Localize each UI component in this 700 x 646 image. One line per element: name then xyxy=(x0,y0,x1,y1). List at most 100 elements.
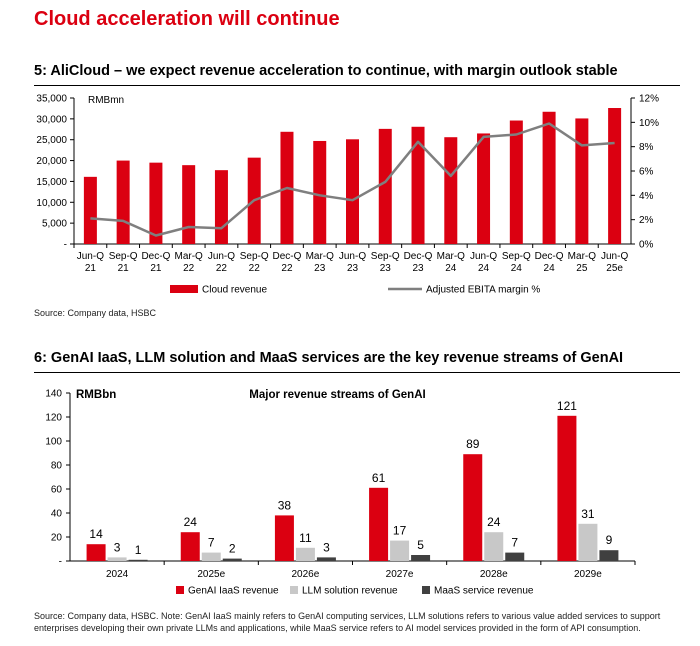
chart2-x-tick-label: 2028e xyxy=(480,569,508,580)
chart1-x-tick-label-year: 21 xyxy=(118,263,130,274)
chart1-x-tick-label: Dec-Q xyxy=(535,251,564,262)
chart1-legend-revenue: Cloud revenue xyxy=(202,285,267,296)
chart1-right-tick-label: 2% xyxy=(639,215,654,226)
chart1-x-tick-label: Jun-Q xyxy=(470,251,497,262)
chart2-y-tick-label: - xyxy=(59,557,62,568)
chart2-bar-iaas xyxy=(274,515,294,561)
chart1-revenue-bar xyxy=(608,108,622,244)
chart2-data-label: 11 xyxy=(299,531,312,545)
chart2-data-label: 24 xyxy=(487,515,501,529)
chart2-bar-maas xyxy=(505,552,525,561)
chart1-x-tick-label: Mar-Q xyxy=(437,251,466,262)
chart2-bar-maas xyxy=(222,558,242,561)
chart1-right-tick-label: 0% xyxy=(639,240,654,251)
chart2-legend-maas: MaaS service revenue xyxy=(434,586,534,597)
chart2-data-label: 1 xyxy=(135,543,142,557)
chart1-legend-swatch-revenue xyxy=(170,285,198,293)
chart1-x-tick-label-year: 23 xyxy=(347,263,359,274)
chart2-bar-llm xyxy=(578,523,598,561)
chart2-bar-llm xyxy=(201,552,221,561)
chart1-x-tick-label: Sep-Q xyxy=(109,251,138,262)
chart1-x-tick-label-year: 22 xyxy=(183,263,195,274)
chart2-data-label: 89 xyxy=(466,437,480,451)
chart1-right-tick-label: 8% xyxy=(639,142,654,153)
chart1-divider xyxy=(34,85,680,86)
chart1-x-tick-label-year: 22 xyxy=(281,263,293,274)
chart1-x-tick-label-year: 24 xyxy=(445,263,457,274)
chart1-x-tick-label-year: 23 xyxy=(314,263,326,274)
chart2-legend-swatch-iaas xyxy=(176,586,184,594)
chart1-left-tick-label: 30,000 xyxy=(36,114,67,125)
chart2-bar-maas xyxy=(128,559,148,561)
chart1-source: Source: Company data, HSBC xyxy=(34,308,157,318)
chart2-y-tick-label: 80 xyxy=(51,461,63,472)
chart2-data-label: 31 xyxy=(581,507,595,521)
chart2-data-label: 5 xyxy=(417,538,424,552)
chart1-x-tick-label: Jun-Q xyxy=(339,251,366,262)
chart1-revenue-bar xyxy=(575,118,589,244)
chart2-source: Source: Company data, HSBC. Note: GenAI … xyxy=(34,611,661,633)
chart1-x-tick-label: Sep-Q xyxy=(502,251,531,262)
chart2-data-label: 3 xyxy=(114,540,121,554)
chart2-data-label: 7 xyxy=(511,536,518,550)
chart1-x-tick-label: Mar-Q xyxy=(568,251,597,262)
chart1-revenue-bar xyxy=(509,120,523,244)
chart1-revenue-bar xyxy=(83,176,97,244)
chart2-data-label: 17 xyxy=(393,524,407,538)
chart2-bar-llm xyxy=(484,532,504,561)
chart1-x-tick-label: Dec-Q xyxy=(141,251,170,262)
chart2-y-tick-label: 40 xyxy=(51,509,63,520)
chart2-data-label: 38 xyxy=(278,498,292,512)
chart1-left-tick-label: 5,000 xyxy=(42,219,67,230)
chart1-revenue-bar xyxy=(182,165,196,244)
chart1-x-tick-label-year: 22 xyxy=(249,263,261,274)
chart1-legend-margin: Adjusted EBITA margin % xyxy=(426,285,540,296)
chart1-x-tick-label-year: 21 xyxy=(85,263,97,274)
chart2-heading: 6: GenAI IaaS, LLM solution and MaaS ser… xyxy=(34,350,624,366)
chart1-heading: 5: AliCloud – we expect revenue accelera… xyxy=(34,63,618,79)
chart2-y-tick-label: 60 xyxy=(51,485,63,496)
chart1-revenue-bar xyxy=(444,137,458,244)
chart1-x-tick-label-year: 21 xyxy=(150,263,162,274)
chart2-bar-maas xyxy=(599,550,619,561)
chart1-revenue-bar xyxy=(477,133,491,244)
chart2-bar-llm xyxy=(107,557,127,561)
chart1-x-tick-label: Sep-Q xyxy=(371,251,400,262)
chart2-bar-iaas xyxy=(557,415,577,561)
chart2-bar-llm xyxy=(390,540,410,561)
chart1-revenue-bar xyxy=(313,140,327,244)
chart2-data-label: 7 xyxy=(208,536,215,550)
chart1-revenue-bar xyxy=(411,126,425,244)
chart1-x-tick-label-year: 22 xyxy=(216,263,228,274)
chart2-legend-swatch-maas xyxy=(422,586,430,594)
chart1-x-tick-label-year: 25 xyxy=(576,263,588,274)
chart2-data-label: 2 xyxy=(229,542,236,556)
chart1-right-tick-label: 10% xyxy=(639,118,659,129)
chart1-unit-label: RMBmn xyxy=(88,95,124,106)
chart2-y-tick-label: 140 xyxy=(45,389,62,400)
chart1-left-tick-label: - xyxy=(64,240,67,251)
chart1-x-tick-label-year: 23 xyxy=(380,263,392,274)
chart1-x-tick-label: Mar-Q xyxy=(175,251,204,262)
chart2-unit-label: RMBbn xyxy=(76,389,116,401)
chart2-title: Major revenue streams of GenAI xyxy=(249,389,425,401)
chart2-bar-maas xyxy=(411,555,431,561)
chart1-x-tick-label: Sep-Q xyxy=(240,251,269,262)
chart2-data-label: 14 xyxy=(89,527,103,541)
chart2-x-tick-label: 2027e xyxy=(386,569,414,580)
chart2-legend-swatch-llm xyxy=(290,586,298,594)
chart1-x-tick-label-year: 24 xyxy=(544,263,556,274)
chart2-data-label: 121 xyxy=(557,399,577,413)
chart1-x-tick-label: Jun-Q xyxy=(208,251,235,262)
chart1-left-tick-label: 15,000 xyxy=(36,177,67,188)
chart2-data-label: 24 xyxy=(184,515,198,529)
chart1-revenue-bar xyxy=(214,170,228,244)
chart2-y-tick-label: 120 xyxy=(45,413,62,424)
chart2-bar-iaas xyxy=(86,544,106,561)
chart1-revenue-bar xyxy=(542,111,556,244)
chart1-x-tick-label: Mar-Q xyxy=(306,251,335,262)
chart1-right-tick-label: 12% xyxy=(639,94,659,105)
chart1-right-tick-label: 6% xyxy=(639,167,654,178)
chart1-revenue-bar xyxy=(149,162,163,244)
